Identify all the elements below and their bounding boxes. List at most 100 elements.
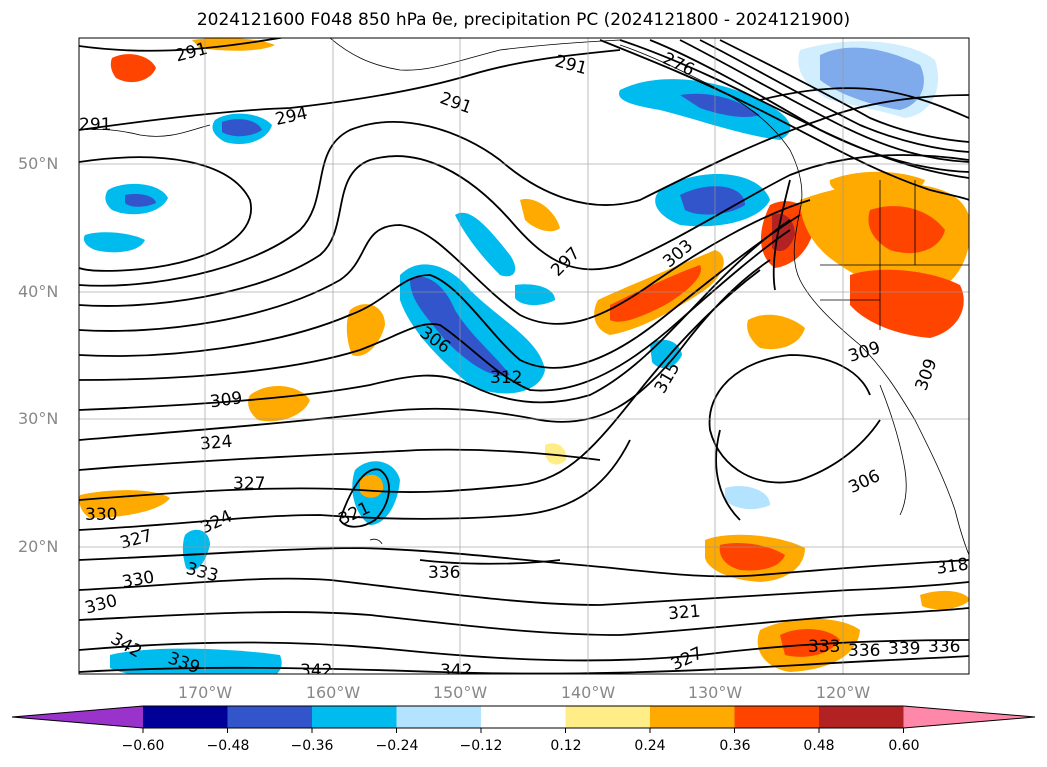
lon-label: 140°W bbox=[560, 683, 616, 702]
map-title: 2024121600 F048 850 hPa θe, precipitatio… bbox=[196, 10, 851, 30]
contour-line bbox=[79, 214, 801, 369]
lat-label: 50°N bbox=[18, 154, 59, 173]
lon-label: 130°W bbox=[687, 683, 743, 702]
precip-area bbox=[125, 193, 156, 207]
colorbar-segment bbox=[565, 706, 651, 728]
lat-label: 30°N bbox=[18, 409, 59, 428]
colorbar-tick-label: 0.36 bbox=[719, 738, 751, 754]
contour-line bbox=[599, 39, 969, 201]
theta-e-contours bbox=[79, 38, 969, 674]
precip-area bbox=[455, 212, 516, 277]
colorbar-tick-label: −0.60 bbox=[121, 738, 165, 754]
coastline bbox=[619, 44, 969, 556]
contour-label: 321 bbox=[667, 602, 701, 625]
coastline bbox=[79, 124, 211, 137]
contour-label: 336 bbox=[928, 637, 960, 657]
precip-area bbox=[868, 206, 945, 254]
contour-line bbox=[679, 39, 969, 163]
precip-area bbox=[83, 232, 145, 253]
precip-area bbox=[829, 171, 925, 199]
contour-line bbox=[715, 429, 741, 521]
precip-area bbox=[680, 186, 745, 215]
colorbar-segment bbox=[819, 706, 904, 728]
coastlines bbox=[79, 38, 969, 556]
coastline bbox=[369, 538, 383, 545]
contour-label: 333 bbox=[808, 637, 840, 657]
contour-label: 342 bbox=[300, 661, 332, 681]
precip-area bbox=[780, 628, 840, 657]
colorbar-tick-label: 0.24 bbox=[634, 738, 666, 754]
contour-label: 327 bbox=[233, 474, 265, 494]
precip-area bbox=[79, 490, 170, 518]
colorbar-segment bbox=[481, 706, 566, 728]
coastline bbox=[329, 38, 621, 71]
contour-line bbox=[79, 655, 969, 674]
contour-label: 309 bbox=[209, 388, 244, 412]
contour-line bbox=[79, 607, 969, 636]
contour-label: 330 bbox=[85, 505, 117, 525]
contour-line bbox=[79, 577, 969, 606]
coastline bbox=[879, 384, 907, 516]
lon-label: 150°W bbox=[432, 683, 488, 702]
contour-line bbox=[79, 219, 791, 411]
gridlines bbox=[79, 38, 969, 674]
precip-area bbox=[610, 265, 701, 322]
precip-area bbox=[772, 213, 795, 252]
precip-area bbox=[520, 199, 560, 232]
contour-line bbox=[759, 87, 969, 119]
coastline bbox=[820, 180, 969, 330]
contour-line bbox=[419, 559, 561, 565]
contour-label: 312 bbox=[490, 368, 522, 388]
colorbar-tick-label: −0.48 bbox=[206, 738, 250, 754]
precip-area bbox=[747, 314, 805, 350]
contour-line bbox=[79, 154, 969, 307]
contour-line bbox=[79, 547, 969, 578]
precip-area bbox=[182, 529, 210, 571]
precip-area bbox=[545, 443, 567, 465]
contour-line bbox=[772, 179, 791, 291]
map-frame bbox=[78, 37, 970, 675]
contour-label: 339 bbox=[888, 639, 920, 659]
contour-line bbox=[79, 439, 631, 531]
precip-area bbox=[680, 93, 760, 118]
contour-label: 342 bbox=[440, 661, 472, 681]
contour-line bbox=[79, 448, 601, 471]
contour-line bbox=[79, 156, 252, 272]
precip-area bbox=[222, 119, 262, 137]
lon-label: 120°W bbox=[815, 683, 871, 702]
colorbar-segment bbox=[734, 706, 820, 728]
contour-label: 324 bbox=[199, 432, 233, 455]
colorbar-segment bbox=[227, 706, 313, 728]
precip-area bbox=[850, 269, 964, 338]
precip-area bbox=[515, 284, 555, 306]
lon-label: 160°W bbox=[305, 683, 361, 702]
contour-line bbox=[719, 39, 969, 143]
contour-line bbox=[339, 468, 390, 528]
contour-line bbox=[79, 269, 761, 501]
precip-area bbox=[719, 543, 785, 571]
colorbar-tick-label: 0.48 bbox=[803, 738, 835, 754]
contour-label: 318 bbox=[935, 555, 970, 579]
contour-line bbox=[79, 199, 811, 332]
colorbar-segment bbox=[650, 706, 735, 728]
lat-label: 40°N bbox=[18, 282, 59, 301]
contour-line bbox=[708, 354, 881, 484]
colorbar-segment bbox=[312, 706, 397, 728]
colorbar-tick-label: 0.12 bbox=[550, 738, 582, 754]
colorbar-tick-label: −0.24 bbox=[375, 738, 419, 754]
colorbar-segment bbox=[143, 706, 228, 728]
contour-line bbox=[649, 39, 969, 173]
contour-line bbox=[79, 38, 286, 52]
colorbar-tick-label: −0.36 bbox=[290, 738, 334, 754]
contour-label: 336 bbox=[428, 563, 460, 583]
colorbar-tick-label: −0.12 bbox=[459, 738, 503, 754]
colorbar-segment bbox=[396, 706, 482, 728]
precip-shading bbox=[79, 38, 969, 674]
contour-line bbox=[79, 49, 621, 131]
contour-line bbox=[79, 639, 969, 662]
colorbar bbox=[11, 705, 1036, 733]
lat-label: 20°N bbox=[18, 537, 59, 556]
contour-line bbox=[79, 94, 969, 287]
colorbar-extend-low bbox=[12, 706, 143, 728]
